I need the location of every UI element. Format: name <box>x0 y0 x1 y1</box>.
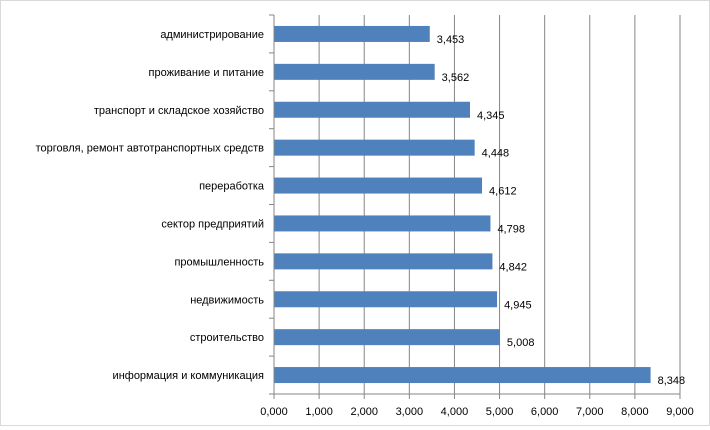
bar-3 <box>274 139 475 156</box>
x-tick-label-0: 0,000 <box>260 406 288 418</box>
x-tick-label-4: 4,000 <box>441 406 469 418</box>
category-label-8: строительство <box>190 332 264 344</box>
x-tick-label-1: 1,000 <box>305 406 333 418</box>
value-label-7: 4,945 <box>504 299 532 311</box>
value-label-6: 4,842 <box>499 261 527 273</box>
bar-9 <box>274 367 651 384</box>
bar-7 <box>274 291 498 308</box>
category-label-2: транспорт и складское хозяйство <box>94 105 264 117</box>
category-label-0: администрирование <box>160 29 264 41</box>
bar-0 <box>274 25 430 42</box>
bar-1 <box>274 63 435 80</box>
x-tick-label-2: 2,000 <box>350 406 378 418</box>
bars <box>274 25 651 384</box>
value-label-9: 8,348 <box>658 375 686 387</box>
x-tick-label-6: 6,000 <box>531 406 559 418</box>
value-label-1: 3,562 <box>442 72 470 84</box>
value-label-8: 5,008 <box>507 337 535 349</box>
category-label-6: промышленность <box>174 256 264 268</box>
axes <box>269 14 681 399</box>
category-label-7: недвижимость <box>190 294 264 306</box>
value-label-0: 3,453 <box>437 34 465 46</box>
bar-2 <box>274 101 471 118</box>
x-tick-label-3: 3,000 <box>396 406 424 418</box>
value-label-3: 4,448 <box>482 148 510 160</box>
value-label-4: 4,612 <box>489 186 517 198</box>
bar-8 <box>274 329 500 346</box>
labels: 0,000 1,000 2,000 3,000 4,000 5,000 6,000 7,000… <box>36 29 694 418</box>
category-label-9: информация и коммуникация <box>113 370 264 382</box>
category-label-1: проживание и питание <box>149 67 264 79</box>
category-label-5: сектор предприятий <box>161 218 264 230</box>
value-label-5: 4,798 <box>497 223 525 235</box>
bar-5 <box>274 215 491 232</box>
x-tick-label-8: 8,000 <box>621 406 649 418</box>
bar-4 <box>274 177 483 194</box>
x-tick-label-9: 9,000 <box>666 406 694 418</box>
value-label-2: 4,345 <box>477 110 505 122</box>
x-tick-label-7: 7,000 <box>576 406 604 418</box>
x-tick-label-5: 5,000 <box>486 406 514 418</box>
bar-6 <box>274 253 493 270</box>
category-label-3: торговля, ремонт автотранспортных средст… <box>36 143 265 155</box>
category-label-4: переработка <box>199 181 265 193</box>
